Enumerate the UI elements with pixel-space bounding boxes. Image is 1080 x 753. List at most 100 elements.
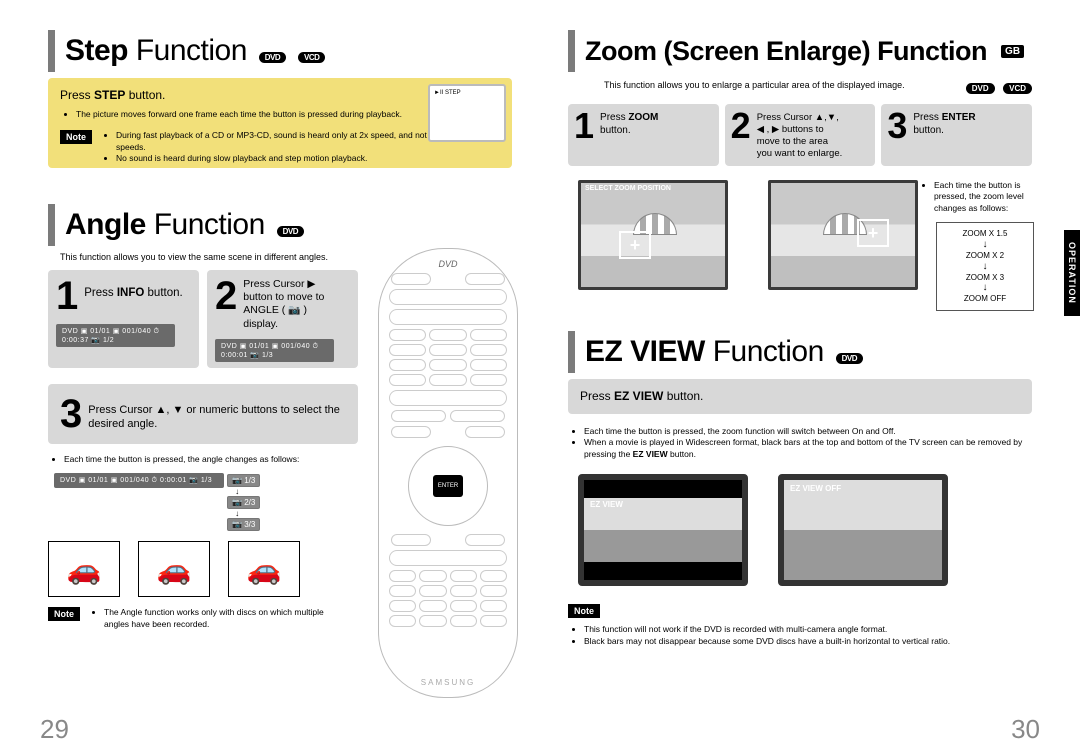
operation-tab: OPERATION	[1064, 230, 1080, 316]
beach-label: SELECT ZOOM POSITION	[585, 185, 671, 192]
car-1: 🚗	[48, 541, 120, 597]
dvd-logo: DVD	[438, 259, 457, 269]
dvd-badge: DVD	[277, 226, 304, 237]
ezview-bullets: Each time the button is pressed, the zoo…	[574, 426, 1032, 460]
ezview-notes: This function will not work if the DVD i…	[574, 624, 1032, 647]
zoom-badges: DVD VCD	[962, 78, 1032, 96]
seq-2: 📷 2/3	[227, 496, 260, 509]
bottom-grid	[389, 570, 507, 627]
angle-steps-1-2: 1 Press INFO button. DVD ▣ 01/01 ▣ 001/0…	[48, 270, 358, 368]
heading: Angle Function DVD	[65, 208, 304, 242]
dvd-badge: DVD	[966, 83, 995, 94]
seq-text: Each time the button is pressed, the ang…	[64, 454, 354, 465]
page-number-left: 29	[40, 714, 69, 745]
note-tag: Note	[48, 607, 80, 621]
ezview-images: EZ VIEW EZ VIEW OFF	[568, 474, 1032, 586]
title-sub: Function	[154, 208, 265, 241]
remote-btn	[450, 600, 477, 612]
step3-num: 3	[60, 394, 82, 434]
remote-btn	[480, 600, 507, 612]
dvd-badge: DVD	[259, 52, 286, 63]
arrow-icon: ↓	[945, 282, 1025, 294]
title-sub: Function	[136, 34, 247, 67]
title-bar	[48, 30, 55, 72]
dvd-badge: DVD	[836, 353, 863, 364]
scene	[784, 480, 942, 580]
txt: Press ZOOM button.	[600, 108, 658, 137]
num-btn	[389, 374, 426, 386]
remote-oval	[389, 289, 507, 305]
zoom-ladder-wrap: Each time the button is pressed, the zoo…	[918, 166, 1034, 311]
manual-spread: Step Function DVD VCD Press STEP button.…	[0, 0, 1080, 753]
num-btn	[470, 329, 507, 341]
step-bold: STEP	[94, 88, 125, 102]
step1-text: Press INFO button.	[84, 276, 182, 300]
ez-label: EZ VIEW OFF	[790, 484, 841, 493]
tv-label: ►II STEP	[434, 90, 461, 96]
remote-btn	[419, 600, 446, 612]
angle-note-text: The Angle function works only with discs…	[104, 607, 348, 630]
remote-btn	[389, 600, 416, 612]
step-function-title: Step Function DVD VCD	[48, 30, 512, 72]
l2: button to move to	[243, 291, 324, 303]
remote-btn	[450, 570, 477, 582]
remote-btn	[480, 570, 507, 582]
angle-step-2: 2 Press Cursor ▶ button to move to ANGLE…	[207, 270, 358, 368]
osd-2: DVD ▣ 01/01 ▣ 001/040 ⏱ 0:00:01 📷 1/3	[215, 339, 334, 362]
heading: EZ VIEW Function DVD	[585, 335, 863, 369]
tv-thumb: ►II STEP	[428, 84, 506, 142]
remote-btn	[480, 615, 507, 627]
num-btn	[470, 374, 507, 386]
note-tag: Note	[568, 604, 600, 618]
angle-note-list: The Angle function works only with discs…	[104, 607, 348, 630]
dpad: ENTER	[408, 446, 488, 526]
arrow-icon: ↓	[945, 261, 1025, 273]
zoom-step3-note: Each time the button is pressed, the zoo…	[924, 180, 1034, 214]
remote-btn	[450, 615, 477, 627]
angle-note: Note The Angle function works only with …	[48, 607, 348, 630]
note-text: Each time the button is pressed, the zoo…	[934, 180, 1034, 214]
ez-b1: Each time the button is pressed, the zoo…	[584, 426, 1032, 437]
ez-note-1: This function will not work if the DVD i…	[584, 624, 1032, 635]
remote-btn	[465, 426, 505, 438]
zoom-cursor: +	[619, 231, 651, 259]
num: 3	[887, 108, 907, 144]
z1: ZOOM X 1.5	[945, 229, 1025, 239]
step1-num: 1	[56, 276, 78, 316]
zoom-desc: This function allows you to enlarge a pa…	[604, 80, 905, 90]
l1: Press Cursor ▶	[243, 278, 315, 290]
num-btn	[429, 374, 466, 386]
angle-function-title: Angle Function DVD	[48, 204, 512, 246]
beach-2: +	[768, 180, 918, 290]
note-tag: Note	[60, 130, 92, 144]
zoom-cursor: +	[857, 219, 889, 247]
heading: Step Function DVD VCD	[65, 34, 325, 68]
remote-oval	[389, 309, 507, 325]
brand-logo: SAMSUNG	[421, 678, 475, 687]
z2: ZOOM X 2	[945, 251, 1025, 261]
step2-num: 2	[215, 276, 237, 316]
zoom-step-3: 3 Press ENTER button.	[881, 104, 1032, 166]
zoom-function-title: Zoom (Screen Enlarge) Function GB	[568, 30, 1032, 72]
vcd-badge: VCD	[1003, 83, 1032, 94]
num-btn	[470, 344, 507, 356]
ez-tv-on: EZ VIEW	[578, 474, 748, 586]
zoom-heading: Zoom (Screen Enlarge) Function	[585, 36, 987, 67]
num-btn	[429, 344, 466, 356]
title-main: EZ VIEW	[585, 335, 705, 368]
title-bar	[568, 30, 575, 72]
ezview-instruction: Press EZ VIEW button.	[568, 379, 1032, 414]
txt: Press Cursor ▲,▼, ◀ , ▶ buttons to move …	[757, 108, 843, 160]
step3-text: Press Cursor ▲, ▼ or numeric buttons to …	[88, 394, 346, 432]
remote-oval	[389, 550, 507, 566]
remote-btn	[389, 615, 416, 627]
num-btn	[429, 359, 466, 371]
seq-3: 📷 3/3	[227, 518, 260, 531]
osd-seq: DVD ▣ 01/01 ▣ 001/040 ⏱ 0:00:01 📷 1/3	[54, 473, 224, 488]
remote-btn	[480, 585, 507, 597]
remote-btn	[389, 570, 416, 582]
ezview-inst-text: Press EZ VIEW button.	[580, 389, 1020, 404]
vcd-badge: VCD	[298, 52, 325, 63]
remote-btn	[419, 570, 446, 582]
arrow-icon: ↓	[945, 239, 1025, 251]
